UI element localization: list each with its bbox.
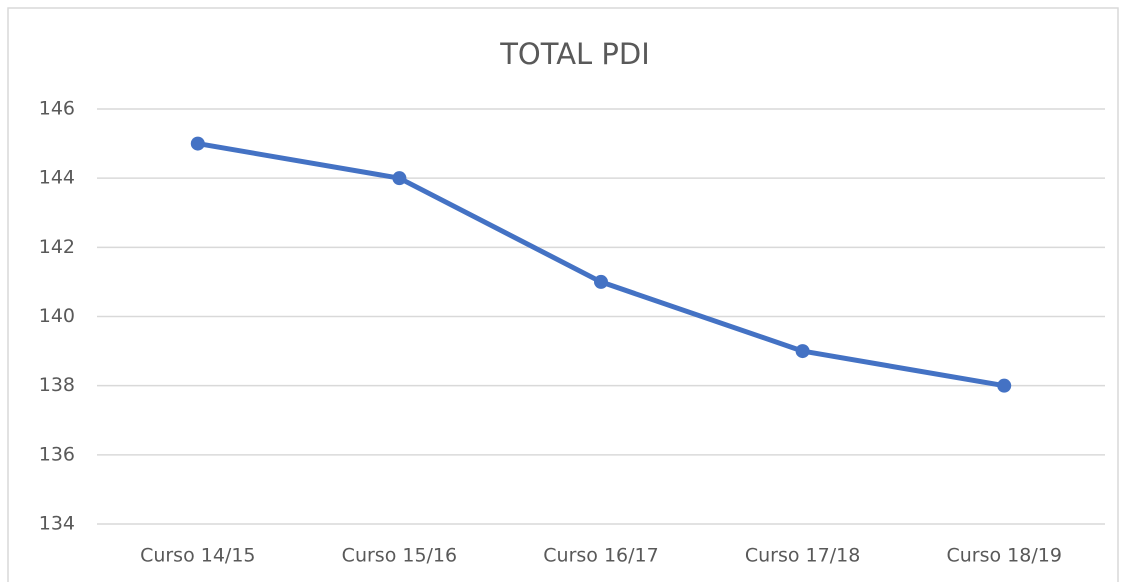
marker [997,378,1012,393]
y-tick-label: 146 [39,98,75,120]
chart-title: TOTAL PDI [499,37,650,71]
x-tick-label: Curso 14/15 [140,545,255,567]
y-tick-label: 138 [39,374,75,396]
y-tick-label: 144 [39,167,75,189]
chart-border [7,7,1119,582]
marker [795,344,810,359]
marker [392,171,407,186]
x-tick-label: Curso 18/19 [946,545,1061,567]
y-tick-label: 142 [39,236,75,258]
marker [594,274,608,289]
marker [190,136,205,151]
y-tick-label: 134 [39,513,75,535]
y-tick-label: 136 [39,443,75,465]
x-tick-label: Curso 15/16 [342,545,457,567]
y-tick-label: 140 [39,305,75,327]
x-tick-label: Curso 17/18 [745,545,860,567]
x-tick-label: Curso 16/17 [543,545,658,567]
